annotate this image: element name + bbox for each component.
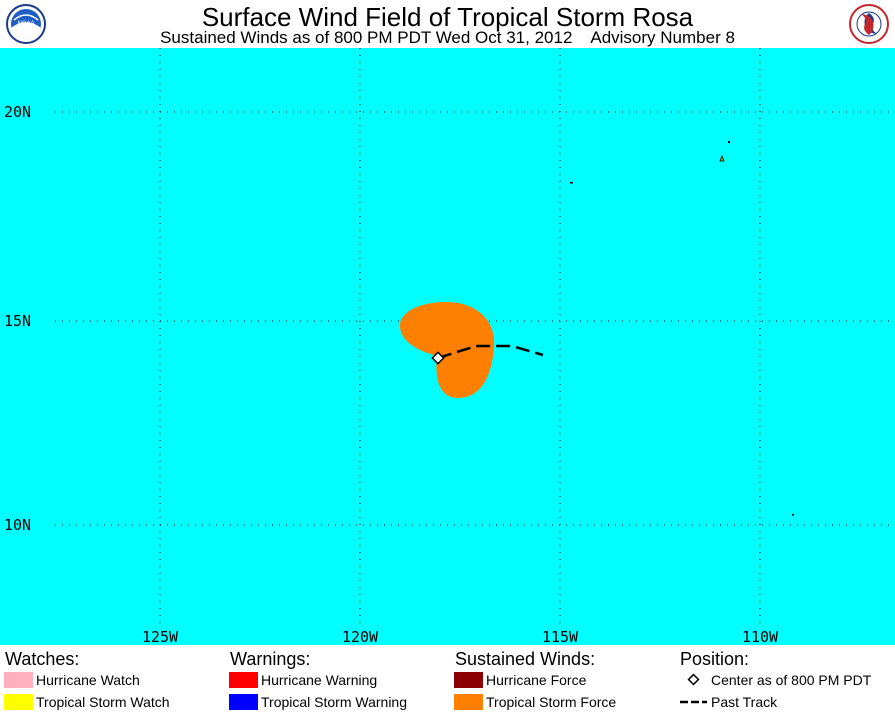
lat-label-15n: 15N (4, 312, 32, 330)
legend: Watches: Hurricane Watch Tropical Storm … (0, 645, 895, 716)
tropical-storm-watch-swatch (4, 694, 33, 710)
tropical-storm-wind-field (399, 302, 495, 398)
diamond-icon (679, 672, 708, 688)
islands (570, 141, 794, 516)
legend-item-tropical-storm-force: Tropical Storm Force (454, 693, 669, 711)
legend-warnings-heading: Warnings: (230, 649, 311, 669)
svg-text:NOAA: NOAA (17, 21, 34, 27)
map-area: 20N 15N 10N 125W 120W 115W 110W (0, 48, 895, 646)
header: NOAA Surface Wind Field of Tropical Stor… (0, 0, 895, 48)
page-subtitle: Sustained Winds as of 800 PM PDT Wed Oct… (160, 28, 735, 47)
hurricane-watch-swatch (4, 672, 33, 688)
lat-label-10n: 10N (4, 516, 32, 534)
past-track-line (437, 344, 544, 360)
hurricane-force-swatch (454, 672, 483, 688)
island-socorro (719, 154, 725, 162)
legend-item-tropical-storm-watch: Tropical Storm Watch (4, 693, 214, 711)
lon-gridlines (159, 48, 761, 623)
tropical-storm-warning-swatch (229, 694, 258, 710)
island-clarion (792, 514, 794, 516)
legend-watches-heading: Watches: (5, 649, 80, 669)
dashed-line-icon (679, 694, 708, 710)
lon-label-110w: 110W (741, 628, 779, 646)
legend-item-center: Center as of 800 PM PDT (679, 671, 891, 689)
lat-label-20n: 20N (4, 103, 32, 121)
legend-position-heading: Position: (680, 649, 750, 669)
legend-item-past-track: Past Track (679, 693, 891, 711)
legend-item-hurricane-warning: Hurricane Warning (229, 671, 444, 689)
lon-label-115w: 115W (541, 628, 579, 646)
island-san-benedicto (728, 141, 730, 143)
legend-item-hurricane-watch: Hurricane Watch (4, 671, 214, 689)
hurricane-warning-swatch (229, 672, 258, 688)
nws-logo (849, 4, 889, 44)
legend-item-tropical-storm-warning: Tropical Storm Warning (229, 693, 444, 711)
wind-field-map (55, 48, 895, 623)
lon-label-120w: 120W (341, 628, 379, 646)
storm-center-marker (431, 351, 445, 365)
page-title: Surface Wind Field of Tropical Storm Ros… (201, 2, 694, 32)
island-roca-partida (570, 182, 573, 184)
lon-label-125w: 125W (141, 628, 179, 646)
legend-item-hurricane-force: Hurricane Force (454, 671, 669, 689)
legend-winds-heading: Sustained Winds: (455, 649, 596, 669)
noaa-logo: NOAA (6, 4, 46, 44)
tropical-storm-force-swatch (454, 694, 483, 710)
